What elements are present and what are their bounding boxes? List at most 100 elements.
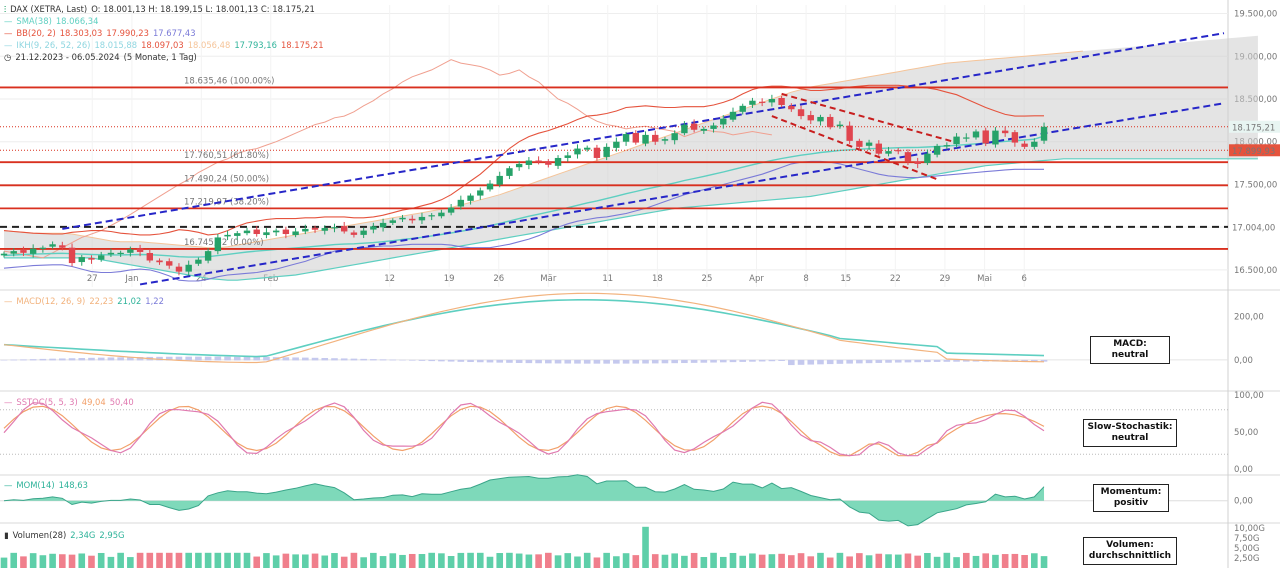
ohlc-values: O: 18.001,13 H: 18.199,15 L: 18.001,13 C… bbox=[91, 4, 315, 14]
candle-body bbox=[778, 97, 785, 105]
macd-histogram-bar bbox=[632, 359, 640, 364]
volume-bar bbox=[904, 553, 912, 568]
stoch-name: SSTOC(5, 5, 3) bbox=[16, 397, 78, 407]
candle-body bbox=[146, 252, 153, 261]
volume-bar bbox=[924, 553, 931, 568]
macd-histogram-bar bbox=[525, 359, 533, 364]
candle-body bbox=[953, 136, 960, 145]
macd-histogram-bar bbox=[729, 359, 737, 363]
volume-bar bbox=[331, 553, 338, 568]
last-price-tag: 18.175,21 bbox=[1232, 123, 1275, 133]
macd-histogram-bar bbox=[165, 356, 173, 361]
macd-histogram-bar bbox=[224, 356, 231, 361]
macd-line bbox=[3, 299, 1045, 358]
macd-histogram-bar bbox=[195, 356, 202, 361]
volume-bar bbox=[1040, 556, 1048, 568]
macd-histogram-bar bbox=[583, 359, 591, 364]
candle-body bbox=[865, 142, 873, 146]
volume-bar bbox=[826, 557, 834, 568]
macd-signal-line bbox=[3, 292, 1045, 364]
date-tick-label: Apr bbox=[749, 274, 764, 284]
macd-histogram-bar bbox=[807, 359, 815, 365]
ichimoku-span-a bbox=[3, 50, 1083, 249]
volume-bar bbox=[263, 553, 270, 568]
volume-bar bbox=[1011, 553, 1019, 568]
volume-bar bbox=[165, 552, 173, 568]
volume-bar bbox=[632, 555, 640, 568]
volume-bar bbox=[574, 556, 581, 568]
macd-histogram-bar bbox=[564, 359, 572, 364]
candle-body bbox=[68, 247, 76, 264]
candle-body bbox=[379, 222, 387, 228]
date-tick-label: 15 bbox=[840, 274, 851, 284]
macd-histogram-bar bbox=[826, 359, 834, 365]
candle-body bbox=[477, 190, 484, 196]
candle-body bbox=[729, 111, 737, 120]
mom-area bbox=[4, 474, 1045, 526]
macd-histogram-bar bbox=[904, 359, 912, 363]
macd-histogram-bar bbox=[253, 356, 261, 361]
candle-body bbox=[895, 150, 902, 152]
candle-body bbox=[486, 183, 494, 190]
macd-histogram-bar bbox=[681, 359, 688, 364]
ikh-value-3: 18.056,48 bbox=[187, 40, 231, 50]
candle-body bbox=[933, 146, 941, 155]
candle-body bbox=[496, 175, 503, 185]
candle-body bbox=[593, 147, 601, 158]
volume-bar bbox=[758, 554, 766, 568]
volume-bar bbox=[438, 553, 445, 568]
stoch-signal-box: Slow-Stochastik: neutral bbox=[1083, 419, 1177, 447]
macd-histogram-bar bbox=[622, 359, 630, 364]
macd-name: MACD(12, 26, 9) bbox=[16, 296, 86, 306]
macd-histogram-bar bbox=[953, 359, 960, 362]
macd-histogram-bar bbox=[263, 357, 270, 361]
ichimoku-span-b bbox=[4, 158, 1258, 281]
volume-bar bbox=[962, 552, 970, 568]
date-tick-label: Feb bbox=[263, 274, 278, 284]
macd-histogram-bar bbox=[399, 359, 406, 361]
macd-histogram-bar bbox=[1040, 359, 1048, 362]
candle-body bbox=[788, 106, 795, 110]
last-price-tag-bg bbox=[1229, 120, 1280, 133]
macd-histogram-bar bbox=[408, 359, 416, 361]
volume-bar bbox=[972, 555, 980, 568]
candle-body bbox=[603, 146, 610, 157]
macd-tick-label: 0,00 bbox=[1234, 356, 1253, 366]
stoch-tick-label: 50,00 bbox=[1234, 428, 1258, 438]
red-price-tag: 17.899,93 bbox=[1232, 147, 1275, 157]
candle-body bbox=[166, 261, 173, 266]
volume-bar bbox=[554, 555, 562, 568]
candle-body bbox=[836, 124, 844, 127]
volume-bar bbox=[496, 553, 504, 568]
price-tick-label: 16.500,00 bbox=[1234, 266, 1277, 276]
macd-histogram-bar bbox=[78, 358, 86, 361]
candle-body bbox=[739, 105, 746, 112]
candle-body bbox=[389, 220, 396, 223]
macd-histogram-bar bbox=[418, 359, 426, 361]
macd-histogram-bar bbox=[700, 359, 708, 363]
macd-histogram-bar bbox=[10, 359, 18, 361]
candle-body bbox=[1040, 126, 1048, 141]
volume-bar bbox=[49, 553, 56, 568]
candle-body bbox=[749, 100, 756, 105]
macd-histogram-bar bbox=[535, 359, 542, 364]
macd-histogram-bar bbox=[651, 359, 659, 364]
candle-body bbox=[409, 218, 416, 221]
candle-body bbox=[584, 147, 591, 150]
macd-histogram-bar bbox=[554, 359, 562, 364]
candle-body bbox=[20, 250, 27, 253]
volume-bar bbox=[739, 555, 747, 568]
candle-body bbox=[1001, 130, 1009, 134]
macd-histogram-bar bbox=[914, 359, 921, 363]
fib-level-label: 17.219,97 (38.20%) bbox=[184, 197, 269, 207]
volume-bar bbox=[321, 555, 329, 568]
trend-channel-upper bbox=[62, 32, 1225, 230]
candle-body bbox=[302, 228, 309, 232]
macd-histogram-bar bbox=[1021, 359, 1028, 362]
clock-icon: ◷ bbox=[4, 52, 12, 62]
volume-bar bbox=[117, 552, 124, 568]
volume-bar bbox=[350, 552, 358, 568]
candle-body bbox=[39, 247, 47, 249]
candle-body bbox=[49, 244, 56, 247]
macd-histogram-bar bbox=[778, 359, 785, 361]
